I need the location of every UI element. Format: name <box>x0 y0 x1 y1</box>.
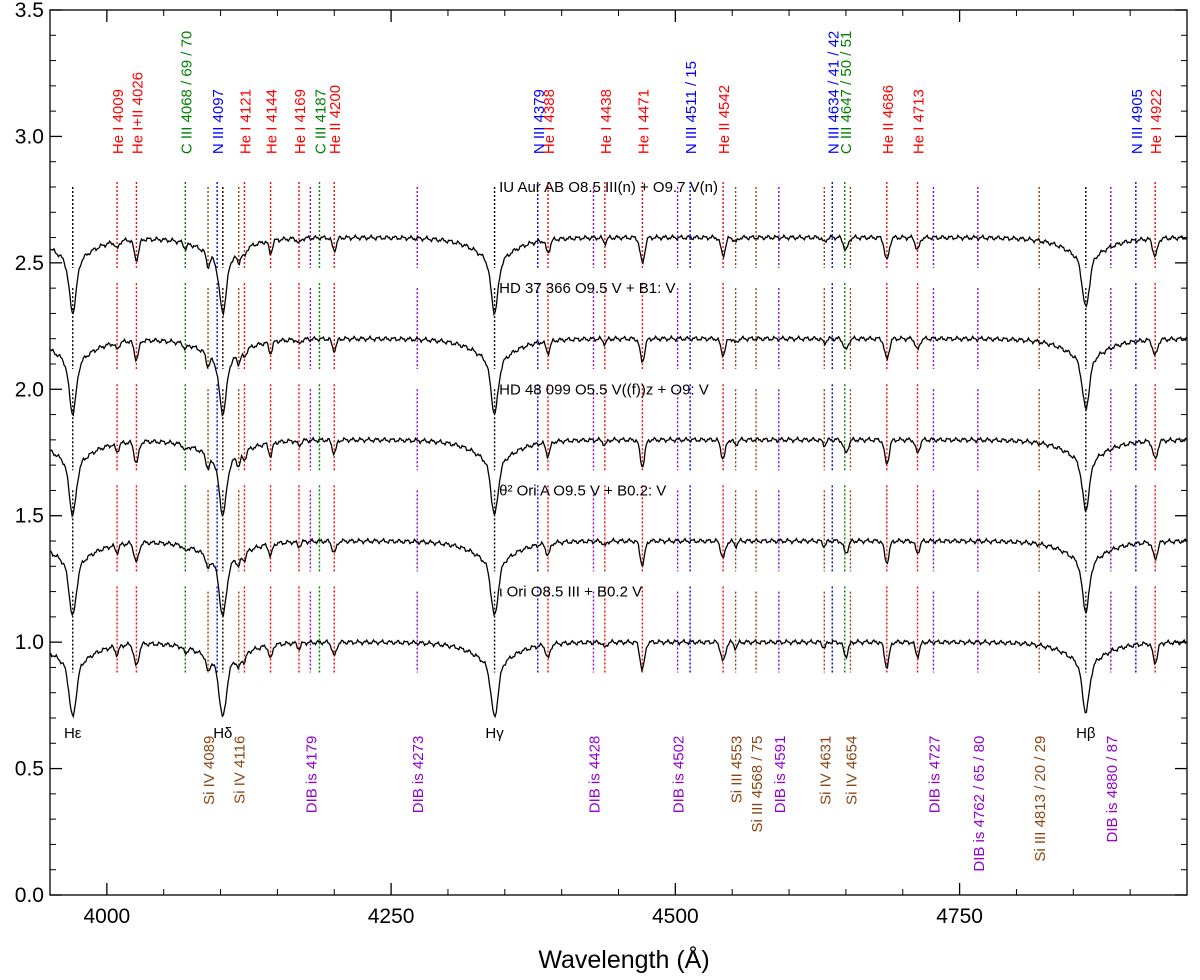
bottom-line-label: DIB is 4273 <box>410 736 427 814</box>
x-tick-label: 4250 <box>368 905 415 928</box>
bottom-line-label: DIB is 4502 <box>671 736 688 814</box>
spectra <box>49 233 1188 719</box>
top-line-label: He I 4713 <box>911 89 928 154</box>
bottom-line-label: Si IV 4654 <box>843 736 860 805</box>
x-tick-label: 4000 <box>83 905 130 928</box>
spectrum-line <box>49 638 1187 719</box>
bottom-line-label: Si III 4568 / 75 <box>749 736 766 833</box>
bottom-line-label: DIB is 4880 / 87 <box>1104 736 1121 843</box>
spectrum-line <box>50 435 1187 519</box>
top-line-label: He I 4121 <box>237 89 254 154</box>
bottom-line-label: Si IV 4116 <box>232 736 249 804</box>
spectrum-line <box>50 233 1187 317</box>
x-axis-label: Wavelength (Å) <box>538 944 709 974</box>
bottom-line-label: Si IV 4089 <box>201 736 218 805</box>
top-line-label: He II 4686 <box>880 85 897 154</box>
hydrogen-line-label: Hε <box>64 725 82 742</box>
bottom-line-label: Si IV 4631 <box>817 736 834 805</box>
x-tick-label: 4500 <box>652 905 699 928</box>
x-tick-label: 4750 <box>936 905 983 928</box>
series-label: HD 48 099 O5.5 V((f))z + O9: V <box>499 381 709 398</box>
series-label: θ² Ori A O9.5 V + B0.2: V <box>499 482 666 499</box>
top-line-label: He I 4144 <box>264 89 281 154</box>
hydrogen-line-label: Hγ <box>485 725 504 742</box>
top-line-label: He II 4542 <box>716 85 733 154</box>
top-line-label: He I 4169 <box>292 89 309 154</box>
top-line-label: He I 4922 <box>1148 89 1165 154</box>
bottom-line-label: Si III 4813 / 20 / 29 <box>1032 736 1049 862</box>
top-line-label: C III 4647 / 50 / 51 <box>838 31 855 154</box>
y-tick-label: 2.0 <box>15 378 44 401</box>
top-line-label: N III 4097 <box>210 89 227 154</box>
bottom-line-label: DIB is 4591 <box>772 736 789 814</box>
axes: 4000 4250 4500 4750 0.0 0.5 1.0 1.5 2.0 2.5 3.0 3.5 <box>15 0 1188 928</box>
series-label: HD 37 366 O9.5 V + B1: V <box>499 280 675 297</box>
y-tick-label: 3.0 <box>15 125 44 148</box>
bottom-line-label: Si III 4553 <box>729 736 746 804</box>
bottom-line-label: DIB is 4428 <box>586 736 603 814</box>
y-tick-label: 0.0 <box>15 884 44 907</box>
top-line-label: He I+II 4026 <box>129 72 146 154</box>
bottom-line-label: DIB is 4762 / 65 / 80 <box>971 736 988 872</box>
bottom-line-label: DIB is 4179 <box>303 736 320 814</box>
spectrum-line <box>50 334 1188 417</box>
top-line-label: He I 4009 <box>110 89 127 154</box>
top-line-label: N III 4905 <box>1129 89 1146 154</box>
y-tick-label: 3.5 <box>15 0 44 22</box>
labels: IU Aur AB O8.5 III(n) + O9.7 V(n) HD 37 3… <box>64 31 1165 872</box>
top-line-label: He I 4438 <box>598 89 615 154</box>
top-line-label: N III 4634 / 41 / 42 <box>825 31 842 154</box>
series-label: IU Aur AB O8.5 III(n) + O9.7 V(n) <box>499 179 718 196</box>
top-line-label: C III 4068 / 69 / 70 <box>178 31 195 154</box>
y-tick-label: 1.0 <box>15 631 44 654</box>
top-line-label: C III 4187 <box>312 89 329 154</box>
hydrogen-line-label: Hβ <box>1076 725 1096 742</box>
y-tick-label: 1.5 <box>15 505 44 528</box>
top-line-label: N III 4379 <box>531 89 548 154</box>
top-line-label: He II 4200 <box>327 85 344 154</box>
bottom-line-label: DIB is 4727 <box>926 736 943 814</box>
hydrogen-line-label: Hδ <box>213 725 232 742</box>
series-label: ι Ori O8.5 III + B0.2 V <box>499 584 642 601</box>
top-line-label: N III 4511 / 15 <box>683 61 700 154</box>
spectrum-line <box>50 537 1187 617</box>
top-line-label: He I 4471 <box>635 89 652 154</box>
top-line-label: He I 4388 <box>541 89 558 154</box>
line-markers <box>72 181 1156 673</box>
y-tick-label: 2.5 <box>15 252 44 275</box>
y-tick-label: 0.5 <box>15 758 44 781</box>
